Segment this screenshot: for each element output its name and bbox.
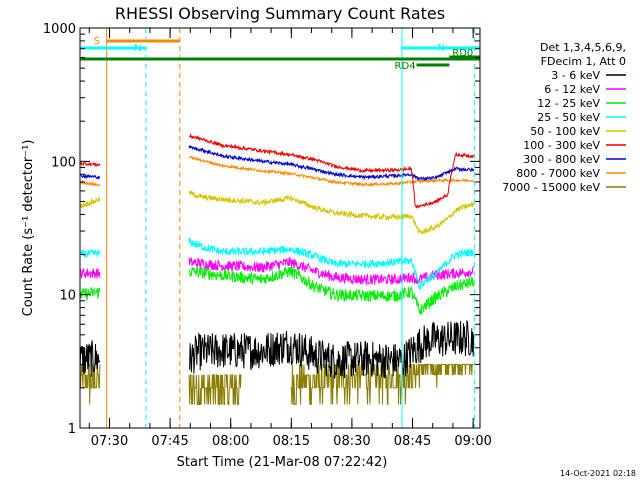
plot-frame bbox=[79, 27, 481, 429]
overlay-layer: S N N RD0 RD4 bbox=[80, 28, 480, 428]
y-axis-label: Count Rate (s⁻¹ detector⁻¹) bbox=[21, 140, 36, 317]
y-tick-label-0: 1 bbox=[68, 422, 76, 437]
legend-label-7: 800 - 7000 keV bbox=[516, 167, 600, 180]
interval-label-5: RD4 bbox=[395, 61, 416, 72]
legend-label-6: 300 - 800 keV bbox=[523, 153, 600, 166]
x-tick-label-3: 08:15 bbox=[273, 434, 310, 449]
x-tick-label-2: 08:00 bbox=[212, 434, 249, 449]
interval-label-1: N bbox=[134, 43, 141, 54]
legend-header-line-2: FDecim 1, Att 0 bbox=[541, 55, 626, 68]
legend-label-1: 6 - 12 keV bbox=[544, 83, 600, 96]
series-line-6 bbox=[79, 145, 475, 182]
legend-label-2: 12 - 25 keV bbox=[537, 97, 600, 110]
x-tick-label-1: 07:45 bbox=[151, 434, 188, 449]
series-line-8 bbox=[79, 363, 474, 405]
y-tick-label-2: 100 bbox=[51, 155, 76, 170]
series-line-1 bbox=[79, 256, 474, 286]
series-layer bbox=[79, 132, 475, 405]
legend-label-3: 25 - 50 keV bbox=[537, 111, 600, 124]
x-tick-label-5: 08:45 bbox=[394, 434, 431, 449]
interval-label-2: N bbox=[437, 43, 444, 54]
x-tick-label-4: 08:30 bbox=[333, 434, 370, 449]
series-line-5 bbox=[79, 132, 475, 209]
chart-title: RHESSI Observing Summary Count Rates bbox=[115, 4, 445, 23]
interval-label-3: RD0 bbox=[452, 48, 473, 59]
x-tick-label-0: 07:30 bbox=[91, 434, 128, 449]
series-line-7 bbox=[80, 155, 475, 188]
legend-label-0: 3 - 6 keV bbox=[551, 69, 600, 82]
legend-header-line-1: Det 1,3,4,5,6,9, bbox=[540, 41, 626, 54]
axes-layer: 07:30 07:45 08:00 08:15 08:30 08:45 09:00 1 10 10… bbox=[43, 22, 492, 449]
x-axis-label: Start Time (21-Mar-08 07:22:42) bbox=[177, 455, 388, 470]
interval-label-0: S bbox=[94, 36, 100, 47]
y-tick-label-1: 10 bbox=[59, 289, 76, 304]
legend-label-5: 100 - 300 keV bbox=[523, 139, 600, 152]
legend-label-8: 7000 - 15000 keV bbox=[502, 181, 600, 194]
y-tick-label-3: 1000 bbox=[43, 22, 76, 37]
legend-label-4: 50 - 100 keV bbox=[530, 125, 600, 138]
series-line-4 bbox=[79, 189, 475, 235]
x-tick-label-6: 09:00 bbox=[454, 434, 491, 449]
footer-date: 14-Oct-2021 02:18 bbox=[560, 469, 636, 478]
series-line-0 bbox=[79, 320, 475, 379]
